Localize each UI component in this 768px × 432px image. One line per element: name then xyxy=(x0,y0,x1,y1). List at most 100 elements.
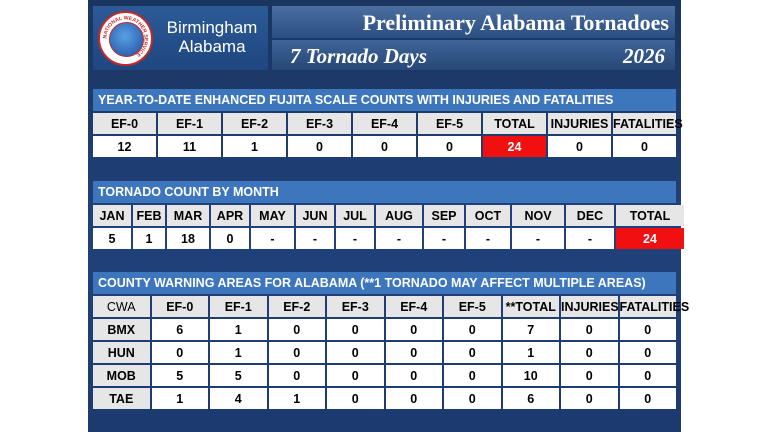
month-value-row: 5 1 18 0 - - - - - - - - 24 xyxy=(93,228,684,249)
cwa-value: 0 xyxy=(327,388,384,409)
cwa-value: 0 xyxy=(444,342,501,363)
cwa-value: 0 xyxy=(619,319,676,340)
month-header-row: JAN FEB MAR APR MAY JUN JUL AUG SEP OCT … xyxy=(93,205,684,226)
month-col-header: JUN xyxy=(296,205,334,226)
month-value: - xyxy=(566,228,614,249)
cwa-value: 1 xyxy=(151,388,208,409)
office-line2: Alabama xyxy=(178,37,246,56)
ef-col-header: EF-1 xyxy=(158,113,221,134)
cwa-col-header: CWA xyxy=(93,296,150,317)
ef-col-header: EF-5 xyxy=(418,113,481,134)
cwa-value: 1 xyxy=(210,319,267,340)
cwa-value: 0 xyxy=(268,319,325,340)
month-value: 5 xyxy=(93,228,131,249)
month-col-header: JUL xyxy=(336,205,374,226)
month-value: - xyxy=(296,228,334,249)
month-col-header: FEB xyxy=(133,205,165,226)
ef-value: 0 xyxy=(548,136,611,157)
ef-value: 12 xyxy=(93,136,156,157)
cwa-value: 1 xyxy=(210,342,267,363)
cwa-row-hun: HUN 0 1 0 0 0 0 1 0 0 xyxy=(93,342,676,363)
cwa-value: 0 xyxy=(561,342,618,363)
month-value: - xyxy=(251,228,294,249)
month-section: TORNADO COUNT BY MONTH JAN FEB MAR APR M… xyxy=(93,181,684,251)
month-col-header: MAY xyxy=(251,205,294,226)
cwa-value: 0 xyxy=(385,365,442,386)
page-title: Preliminary Alabama Tornadoes xyxy=(362,10,669,35)
year: 2026 xyxy=(623,44,665,68)
cwa-value: 0 xyxy=(327,319,384,340)
month-col-header: NOV xyxy=(512,205,564,226)
ef-value: 0 xyxy=(288,136,351,157)
ef-value: 0 xyxy=(613,136,676,157)
cwa-value: 0 xyxy=(619,365,676,386)
cwa-value: 0 xyxy=(619,342,676,363)
ef-col-header: INJURIES xyxy=(548,113,611,134)
title-bar: Preliminary Alabama Tornadoes xyxy=(272,6,675,38)
cwa-header-row: CWA EF-0 EF-1 EF-2 EF-3 EF-4 EF-5 **TOTA… xyxy=(93,296,689,317)
ef-section: YEAR-TO-DATE ENHANCED FUJITA SCALE COUNT… xyxy=(91,89,683,159)
cwa-value: 0 xyxy=(561,388,618,409)
month-col-header: MAR xyxy=(167,205,209,226)
cwa-row-bmx: BMX 6 1 0 0 0 0 7 0 0 xyxy=(93,319,676,340)
month-col-header: SEP xyxy=(424,205,464,226)
month-value: 0 xyxy=(211,228,249,249)
cwa-row-mob: MOB 5 5 0 0 0 0 10 0 0 xyxy=(93,365,676,386)
ef-table: EF-0 EF-1 EF-2 EF-3 EF-4 EF-5 TOTAL INJU… xyxy=(91,111,683,159)
month-value: - xyxy=(336,228,374,249)
cwa-value: 1 xyxy=(268,388,325,409)
tornado-days: 7 Tornado Days xyxy=(290,44,427,68)
ef-col-header: TOTAL xyxy=(483,113,546,134)
cwa-value: 0 xyxy=(385,388,442,409)
cwa-row-label: TAE xyxy=(93,388,150,409)
cwa-value: 5 xyxy=(151,365,208,386)
ef-col-header: FATALITIES xyxy=(613,113,683,134)
ef-total-value: 24 xyxy=(483,136,546,157)
cwa-section: COUNTY WARNING AREAS FOR ALABAMA (**1 TO… xyxy=(93,272,689,411)
cwa-col-header: FATALITIES xyxy=(619,296,689,317)
month-section-heading: TORNADO COUNT BY MONTH xyxy=(93,181,676,203)
cwa-col-header: EF-3 xyxy=(327,296,384,317)
ef-value: 0 xyxy=(418,136,481,157)
ef-col-header: EF-0 xyxy=(93,113,156,134)
cwa-value: 5 xyxy=(210,365,267,386)
cwa-value: 7 xyxy=(502,319,559,340)
month-col-header: OCT xyxy=(466,205,510,226)
ef-value: 0 xyxy=(353,136,416,157)
office-line1: Birmingham xyxy=(166,18,258,37)
month-value: 18 xyxy=(167,228,209,249)
cwa-col-header: EF-5 xyxy=(444,296,501,317)
month-col-header: APR xyxy=(211,205,249,226)
cwa-value: 0 xyxy=(327,342,384,363)
cwa-value: 0 xyxy=(444,388,501,409)
month-col-header: JAN xyxy=(93,205,131,226)
office-name: Birmingham Alabama xyxy=(157,18,267,56)
cwa-col-header: INJURIES xyxy=(561,296,619,317)
cwa-value: 0 xyxy=(268,365,325,386)
cwa-value: 6 xyxy=(502,388,559,409)
cwa-col-header: EF-2 xyxy=(268,296,325,317)
cwa-value: 0 xyxy=(561,365,618,386)
ef-section-heading: YEAR-TO-DATE ENHANCED FUJITA SCALE COUNT… xyxy=(93,89,676,111)
cwa-value: 0 xyxy=(268,342,325,363)
month-col-header: AUG xyxy=(376,205,422,226)
month-col-header: TOTAL xyxy=(616,205,684,226)
cwa-value: 6 xyxy=(151,319,208,340)
month-col-header: DEC xyxy=(566,205,614,226)
cwa-col-header: EF-0 xyxy=(151,296,208,317)
cwa-value: 0 xyxy=(444,365,501,386)
cwa-col-header: EF-1 xyxy=(210,296,267,317)
cwa-value: 0 xyxy=(561,319,618,340)
cwa-value: 0 xyxy=(327,365,384,386)
cwa-section-heading: COUNTY WARNING AREAS FOR ALABAMA (**1 TO… xyxy=(93,272,676,294)
ef-col-header: EF-3 xyxy=(288,113,351,134)
ef-col-header: EF-4 xyxy=(353,113,416,134)
cwa-col-header: EF-4 xyxy=(385,296,442,317)
cwa-value: 0 xyxy=(385,319,442,340)
month-value: - xyxy=(512,228,564,249)
month-value: - xyxy=(424,228,464,249)
nws-seal-icon: NATIONAL WEATHER SERVICE xyxy=(98,11,153,66)
month-total-value: 24 xyxy=(616,228,684,249)
cwa-value: 10 xyxy=(502,365,559,386)
cwa-row-label: BMX xyxy=(93,319,150,340)
